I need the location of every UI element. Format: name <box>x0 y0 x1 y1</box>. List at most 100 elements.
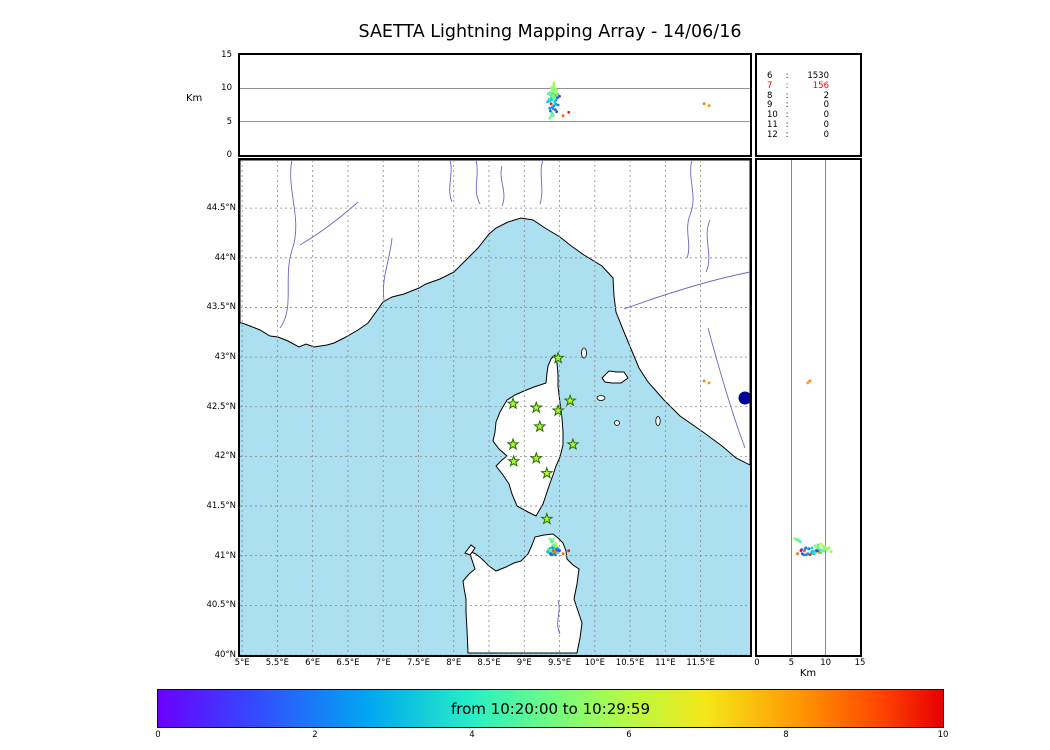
station-count-key: 9 <box>767 100 773 111</box>
station-count-row: 10: 0 <box>767 110 829 121</box>
lightning-point <box>796 552 799 556</box>
station-count-row: 9: 0 <box>767 101 829 111</box>
station-count-separator: : <box>785 129 789 140</box>
right-altitude-tick-label: 10 <box>820 658 832 668</box>
station-marker <box>551 351 565 364</box>
river <box>449 160 453 203</box>
lightning-point <box>561 552 565 556</box>
lightning-point <box>808 553 812 557</box>
colorbar-tick-label: 4 <box>469 730 475 740</box>
lightning-point <box>553 96 556 100</box>
time-colorbar: from 10:20:00 to 10:29:59 <box>157 689 944 728</box>
lightning-point <box>549 94 553 98</box>
station-count-key: 7 <box>767 80 773 91</box>
latitude-tick-label: 41°N <box>214 550 236 561</box>
lightning-point <box>551 114 555 118</box>
lightning-point <box>549 109 552 113</box>
coastline-france-italy <box>240 160 750 466</box>
lightning-point <box>558 94 561 98</box>
station-marker <box>540 466 554 479</box>
station-count-key: 8 <box>767 90 773 101</box>
longitude-tick-label: 9°E <box>516 658 532 668</box>
lightning-point <box>548 106 552 110</box>
coastline-sardinia <box>462 533 583 654</box>
lightning-point <box>549 102 553 106</box>
longitude-tick-label: 8.5°E <box>477 658 501 668</box>
river <box>705 219 711 273</box>
latitude-tick-label: 40°N <box>214 650 236 660</box>
altitude-tick-label: 15 <box>221 50 232 60</box>
river <box>686 160 694 259</box>
chart-title: SAETTA Lightning Mapping Array - 14/06/1… <box>358 22 742 42</box>
station-count-list: 6: 1530 7: 156 8: 2 9: 0 10: 0 11: 0 12: 0 <box>757 55 860 141</box>
longitude-tick-label: 8°E <box>446 658 462 668</box>
lightning-point <box>553 100 556 104</box>
longitude-tick-label: 11°E <box>655 658 676 668</box>
latitude-tick-label: 43.5°N <box>206 302 236 313</box>
lightning-point <box>814 544 817 548</box>
station-marker <box>507 454 521 468</box>
lightning-point <box>799 549 803 553</box>
coastline-elba <box>601 370 629 384</box>
station-count-value: 0 <box>823 119 829 130</box>
lightning-point <box>556 547 560 551</box>
lightning-point <box>808 379 812 383</box>
lightning-point <box>551 106 554 110</box>
lightning-point <box>567 549 571 553</box>
right-axis-label: Km <box>799 668 817 679</box>
station-marker <box>529 451 543 465</box>
colorbar-tick-label: 6 <box>626 730 632 740</box>
river <box>475 160 481 205</box>
lightning-point <box>546 550 549 554</box>
altitude-vs-longitude-panel <box>238 53 752 157</box>
station-marker <box>533 419 547 433</box>
lightning-point <box>813 551 817 555</box>
river <box>500 165 505 207</box>
river <box>279 160 297 329</box>
right-altitude-tick-label: 0 <box>754 658 760 668</box>
lightning-point <box>822 545 826 549</box>
river <box>382 237 393 301</box>
longitude-tick-label: 6.5°E <box>336 658 360 668</box>
altitude-vs-latitude-panel <box>755 158 862 657</box>
lightning-point <box>550 86 554 90</box>
station-count-value: 0 <box>823 100 829 111</box>
colorbar-tick-label: 8 <box>783 730 789 740</box>
lightning-point <box>825 547 828 551</box>
station-count-panel: 6: 1530 7: 156 8: 2 9: 0 10: 0 11: 0 12: 0 <box>755 53 862 157</box>
latitude-tick-label: 42°N <box>214 451 236 462</box>
station-marker <box>540 511 554 525</box>
station-count-key: 6 <box>767 71 773 81</box>
station-count-row: 8: 2 <box>767 90 829 102</box>
lightning-point <box>702 379 706 383</box>
station-count-value: 0 <box>823 129 829 140</box>
altitude-tick-label: 10 <box>221 83 232 94</box>
altitude-vs-longitude-plot <box>240 81 750 123</box>
lightning-point <box>806 552 810 556</box>
coastline-capraia <box>581 347 587 359</box>
lightning-point <box>829 550 833 554</box>
lightning-point <box>556 103 560 107</box>
latitude-tick-label: 44°N <box>214 252 236 263</box>
station-count-value: 1530 <box>807 71 829 81</box>
station-count-separator: : <box>785 119 789 130</box>
lightning-point <box>550 540 554 544</box>
latitude-tick-label: 41.5°N <box>206 501 236 512</box>
colorbar-tick-label: 10 <box>937 730 949 740</box>
longitude-tick-label: 10.5°E <box>615 658 645 668</box>
lightning-point <box>822 548 825 552</box>
lightning-point <box>556 551 560 555</box>
lightning-point <box>827 546 831 550</box>
station-count-row: 7: 156 <box>767 80 829 92</box>
station-count-key: 10 <box>767 110 778 121</box>
altitude-axis-label: Km <box>186 93 203 104</box>
longitude-tick-label: 7°E <box>375 658 391 668</box>
longitude-tick-label: 7.5°E <box>406 658 431 668</box>
lightning-point <box>550 111 554 115</box>
station-marker <box>529 400 543 414</box>
coastline-montecristo <box>614 420 620 426</box>
river <box>707 327 746 449</box>
longitude-tick-label: 11.5°E <box>686 658 715 668</box>
corsica-map-plot <box>240 160 750 655</box>
